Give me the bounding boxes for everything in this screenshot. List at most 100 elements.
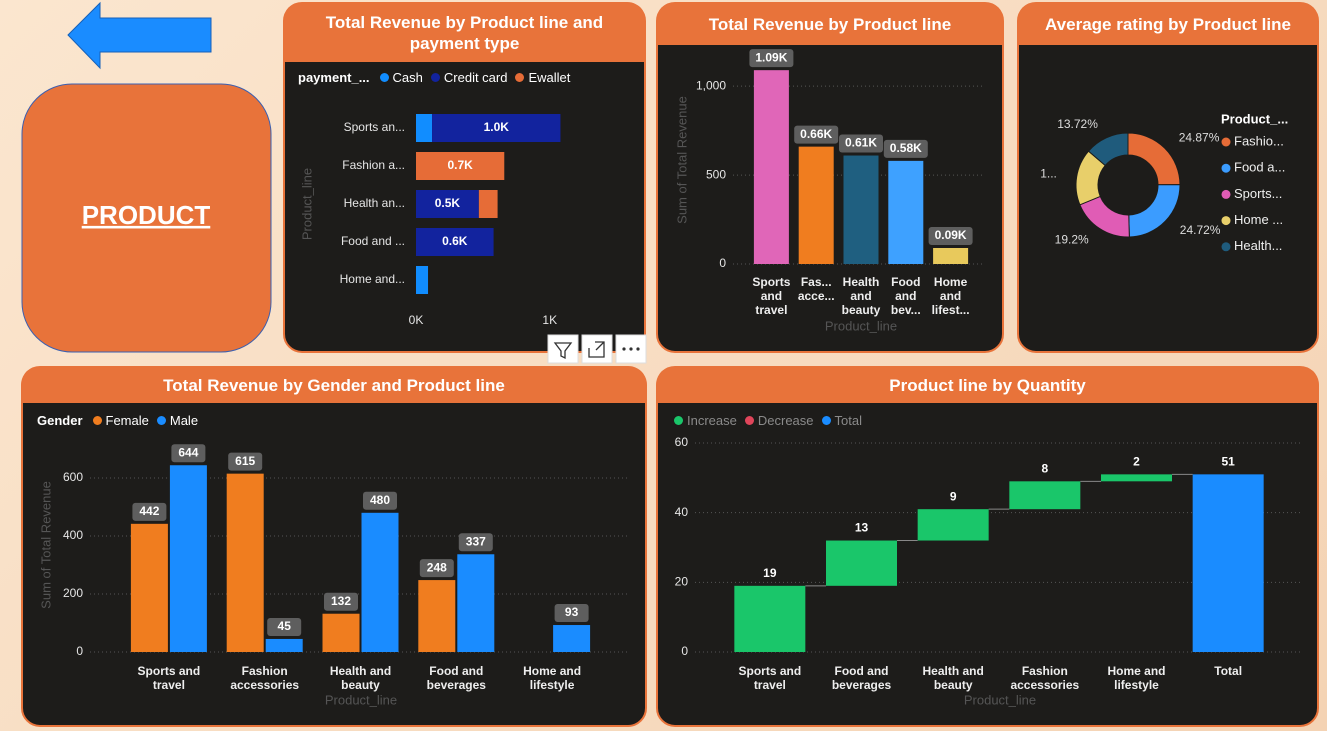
legend-marker bbox=[821, 415, 831, 425]
y-tick-label: Fashion a... bbox=[342, 158, 405, 172]
bar bbox=[826, 540, 897, 586]
bar bbox=[226, 473, 264, 652]
x-tick-label: Health and beauty bbox=[841, 275, 881, 317]
data-label: 615 bbox=[235, 454, 255, 468]
data-label: 1.0K bbox=[484, 120, 510, 134]
y-tick-label: 40 bbox=[675, 505, 689, 519]
bar bbox=[798, 146, 834, 264]
legend-label: Home ... bbox=[1234, 212, 1283, 227]
x-tick-label: Health and beauty bbox=[922, 664, 984, 692]
focus-icon bbox=[588, 341, 605, 358]
x-tick-label-box: Food and beverages bbox=[831, 664, 892, 692]
card-header bbox=[22, 367, 646, 403]
legend-marker bbox=[379, 72, 389, 82]
x-tick-label: Food and beverages bbox=[831, 664, 892, 692]
x-tick-label: Home and lifest... bbox=[931, 275, 970, 317]
x-tick-label-box: Health and beauty bbox=[330, 664, 391, 692]
chart-title-box: Product line by Quantity bbox=[889, 376, 1085, 395]
data-label-bg bbox=[554, 604, 589, 623]
data-label: 644 bbox=[178, 445, 198, 459]
legend-label: Decrease bbox=[757, 412, 814, 428]
legend: payment_... Cash Credit card Ewallet bbox=[298, 67, 638, 87]
y-tick-label: Food and ... bbox=[341, 234, 405, 248]
bar bbox=[457, 554, 495, 652]
bar bbox=[843, 155, 879, 264]
x-tick-label-box: Total bbox=[1214, 664, 1242, 678]
legend-label: Fashio... bbox=[1234, 133, 1284, 148]
data-label: 24.72% bbox=[1180, 223, 1221, 237]
data-label: 13.72% bbox=[1057, 117, 1098, 131]
data-label: 442 bbox=[139, 504, 159, 518]
data-label: 9 bbox=[950, 489, 957, 503]
data-label: 1.09K bbox=[755, 50, 787, 64]
data-label: 8 bbox=[1041, 461, 1048, 475]
more-icon-dot bbox=[629, 347, 633, 351]
legend-marker bbox=[1221, 189, 1231, 199]
bar bbox=[753, 70, 789, 265]
data-label: 337 bbox=[466, 534, 486, 548]
bar bbox=[734, 585, 806, 652]
legend-marker bbox=[430, 72, 440, 82]
axis-title: Sum of Total Revenue bbox=[38, 481, 53, 609]
x-tick-label: 1K bbox=[542, 313, 557, 327]
button-label[interactable]: PRODUCT bbox=[82, 200, 211, 230]
data-label-bg bbox=[363, 491, 397, 510]
bar bbox=[265, 638, 303, 652]
y-tick-label: 400 bbox=[63, 528, 83, 542]
chart-title-box: Total Revenue by Product line bbox=[708, 14, 952, 34]
x-tick-label: Fashion accessories bbox=[230, 664, 300, 692]
data-label-bg bbox=[839, 134, 883, 153]
legend-label: Health... bbox=[1234, 238, 1282, 253]
chart-title: Total Revenue by Gender and Product line bbox=[163, 375, 505, 395]
x-tick-label: Fashion accessories bbox=[1010, 664, 1080, 692]
x-tick-label: Sports and travel bbox=[752, 275, 791, 317]
x-tick-label: Sports and travel bbox=[738, 664, 802, 692]
y-tick-label: Home and... bbox=[340, 272, 405, 286]
legend: Increase Decrease Total bbox=[674, 410, 974, 430]
bar bbox=[888, 160, 924, 264]
legend-label: Credit card bbox=[443, 69, 508, 85]
axis-title: Product_line bbox=[964, 692, 1036, 707]
x-tick-label: Home and lifestyle bbox=[1107, 664, 1166, 692]
legend-marker bbox=[1221, 163, 1231, 173]
data-label: 0.09K bbox=[935, 228, 967, 242]
bar bbox=[1192, 474, 1264, 652]
legend-label: Increase bbox=[687, 412, 737, 428]
x-tick-label-box: Sports and travel bbox=[752, 275, 791, 317]
data-label-bg bbox=[794, 125, 839, 144]
data-label: 0.7K bbox=[447, 158, 473, 172]
bar bbox=[322, 613, 360, 652]
x-tick-label-box: Fashion accessories bbox=[230, 664, 300, 692]
card-header bbox=[1018, 3, 1318, 45]
bar bbox=[478, 190, 498, 218]
chart-title: Total Revenue by Product line bbox=[708, 14, 952, 34]
x-tick-label: Sports and travel bbox=[137, 664, 201, 692]
data-label-bg bbox=[749, 49, 794, 68]
visual-header-button[interactable] bbox=[547, 334, 579, 364]
data-label: 0.66K bbox=[800, 127, 832, 141]
y-tick-label: 60 bbox=[675, 435, 689, 449]
data-label-bg bbox=[228, 452, 263, 471]
legend-label: Food a... bbox=[1234, 160, 1285, 175]
x-tick-label-box: Home and lifestyle bbox=[1107, 664, 1166, 692]
filter-icon bbox=[553, 342, 573, 360]
y-tick-label: 0 bbox=[719, 256, 726, 270]
data-label: 1... bbox=[1040, 167, 1057, 181]
legend-label: Sports... bbox=[1234, 186, 1282, 201]
bar bbox=[432, 114, 561, 142]
data-label: 93 bbox=[565, 605, 579, 619]
x-tick-label: Fas... acce... bbox=[797, 275, 835, 303]
legend-marker bbox=[1221, 137, 1231, 147]
y-tick-label: 1,000 bbox=[696, 78, 726, 92]
x-tick-label: 0K bbox=[409, 313, 424, 327]
data-label: 2 bbox=[1133, 455, 1140, 469]
bar bbox=[917, 509, 989, 541]
legend-label: Ewallet bbox=[528, 69, 571, 85]
data-label-bg bbox=[419, 559, 454, 578]
back-arrow[interactable] bbox=[67, 1, 212, 70]
card-header bbox=[657, 367, 1318, 403]
data-label: 24.87% bbox=[1179, 130, 1220, 144]
product-button[interactable] bbox=[21, 83, 272, 353]
x-tick-label: Food and beverages bbox=[426, 664, 486, 692]
legend-title: Product_... bbox=[1221, 111, 1288, 126]
